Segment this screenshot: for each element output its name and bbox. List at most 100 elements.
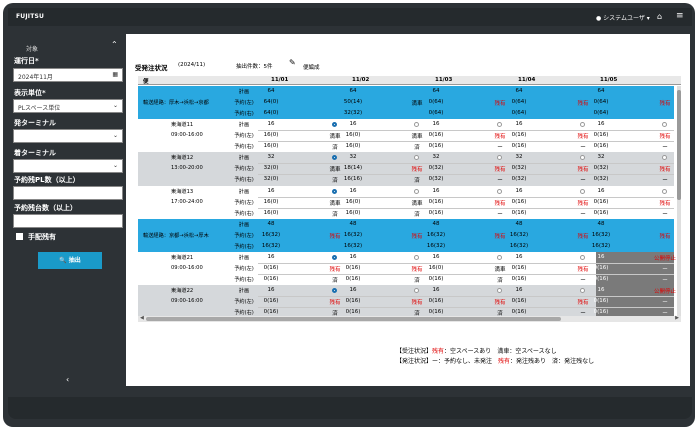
value-cell: 64: [432, 88, 440, 94]
bin-select-radio[interactable]: [662, 155, 667, 160]
value-cell: 32: [267, 154, 275, 160]
vehicle-count-input[interactable]: [13, 214, 123, 228]
status-cell: ー: [662, 178, 668, 184]
scroll-left-icon[interactable]: ◀: [140, 315, 144, 321]
bin-select-radio[interactable]: [332, 155, 337, 160]
horizontal-scrollbar[interactable]: ◀ ▶: [138, 315, 681, 322]
value-cell: 0(16): [345, 265, 361, 271]
arrival-terminal-label: 着ターミナル: [14, 149, 56, 157]
bin-select-radio[interactable]: [332, 189, 337, 194]
bin-select-radio[interactable]: [497, 288, 502, 293]
operation-date-input[interactable]: 2024年11月 ▦: [13, 68, 123, 82]
value-cell: 48: [515, 221, 523, 227]
value-cell: 48: [349, 221, 357, 227]
pl-count-input[interactable]: [13, 186, 123, 200]
row-label: 予約(右): [234, 244, 254, 250]
column-header-date: 11/03: [435, 77, 453, 83]
row-label: 計画: [238, 288, 250, 294]
bin-edit-link[interactable]: 便編成: [303, 65, 320, 71]
status-cell: ー: [662, 300, 668, 306]
bin-select-radio[interactable]: [580, 189, 585, 194]
status-cell: 残有: [659, 201, 671, 207]
status-cell: 残有: [659, 167, 671, 173]
bin-block: 東海道22 09:00-16:00 計画 16 16 16 16 16 公開停止 予約(左) 0(1…: [138, 285, 676, 317]
home-icon[interactable]: ⌂: [657, 12, 663, 21]
bin-select-radio[interactable]: [580, 288, 585, 293]
status-cell: ー: [580, 145, 586, 151]
value-cell: 16(0): [263, 143, 279, 149]
value-cell: 0(16): [593, 265, 609, 271]
user-menu[interactable]: ● システムユーザ ▾: [596, 13, 650, 22]
bin-select-radio[interactable]: [332, 288, 337, 293]
value-cell: 16(0): [345, 210, 361, 216]
bin-select-radio[interactable]: [580, 155, 585, 160]
status-cell: 残有: [329, 234, 341, 240]
pencil-icon[interactable]: ✎: [289, 58, 296, 67]
bin-select-radio[interactable]: [414, 255, 419, 260]
value-cell: 0(16): [511, 298, 527, 304]
row-label: 予約(右): [234, 144, 254, 150]
bin-select-radio[interactable]: [580, 122, 585, 127]
collapse-icon[interactable]: ⌃: [111, 40, 118, 49]
status-cell: 残有: [577, 167, 589, 173]
user-icon: ●: [596, 15, 602, 22]
bin-select-radio[interactable]: [662, 122, 667, 127]
chevron-left-icon[interactable]: ‹: [66, 375, 70, 384]
bin-select-radio[interactable]: [414, 189, 419, 194]
value-cell: 0(64): [511, 99, 527, 105]
value-cell: 0(16): [428, 298, 444, 304]
result-count: 抽出件数：5件: [236, 64, 273, 70]
value-cell: 32(0): [263, 165, 279, 171]
bin-select-radio[interactable]: [497, 122, 502, 127]
status-cell: 残有: [411, 234, 423, 240]
value-cell: 64(0): [263, 99, 279, 105]
main-panel: 受発注状況 (2024/11) 抽出件数：5件 ✎ 便編成 便 11/01 11/…: [126, 34, 690, 386]
status-cell: 残有: [659, 101, 671, 107]
row-divider: [258, 296, 674, 297]
status-cell: ー: [580, 278, 586, 284]
operation-date-label: 運行日*: [14, 57, 39, 65]
status-cell: 済: [497, 311, 503, 317]
value-cell: 0(16): [428, 309, 444, 315]
value-cell: 16(16): [343, 176, 363, 182]
scroll-right-icon[interactable]: ▶: [675, 315, 679, 321]
bin-select-radio[interactable]: [332, 255, 337, 260]
bin-time: 17:00-24:00: [171, 199, 203, 205]
bin-select-radio[interactable]: [332, 122, 337, 127]
bin-select-radio[interactable]: [497, 155, 502, 160]
value-cell: 16: [267, 287, 275, 293]
value-cell: 0(16): [511, 210, 527, 216]
departure-terminal-select[interactable]: ⌄: [13, 129, 123, 143]
status-cell: ー: [580, 212, 586, 218]
bin-select-radio[interactable]: [662, 189, 667, 194]
search-button[interactable]: 🔍 抽出: [38, 252, 102, 269]
value-cell: 0(32): [511, 165, 527, 171]
display-unit-select[interactable]: PLスペース単位 ⌄: [13, 99, 123, 113]
calendar-icon[interactable]: ▦: [112, 71, 118, 78]
bin-select-radio[interactable]: [414, 155, 419, 160]
value-cell: 16: [515, 121, 523, 127]
status-cell: ー: [497, 178, 503, 184]
bin-select-radio[interactable]: [497, 255, 502, 260]
vertical-scrollbar[interactable]: [677, 86, 681, 316]
bin-block: 東海道12 13:00-20:00 計画 32 32 32 32 32 予約(左) 32(0) 満車…: [138, 152, 674, 186]
bin-select-radio[interactable]: [414, 288, 419, 293]
hamburger-menu-icon[interactable]: ≡: [676, 11, 684, 21]
value-cell: 64: [267, 88, 275, 94]
bin-select-radio[interactable]: [580, 255, 585, 260]
value-cell: 16: [267, 188, 275, 194]
value-cell: 0(16): [511, 309, 527, 315]
status-cell: 残有: [659, 134, 671, 140]
status-cell: 公開停止: [653, 256, 676, 262]
column-header-date: 11/02: [352, 77, 370, 83]
value-cell: 0(16): [593, 276, 609, 282]
arrangement-checkbox[interactable]: [16, 233, 23, 240]
top-bar: FUJITSU ● システムユーザ ▾ ⌂ ≡: [8, 8, 692, 26]
bin-select-radio[interactable]: [414, 122, 419, 127]
bin-select-radio[interactable]: [497, 189, 502, 194]
bin-block: 東海道11 09:00-16:00 計画 16 16 16 16 16 予約(左) 16(0) 満車…: [138, 119, 674, 152]
bin-name: 東海道13: [171, 189, 194, 195]
value-cell: 16: [349, 188, 357, 194]
arrival-terminal-select[interactable]: ⌄: [13, 159, 123, 173]
value-cell: 16: [515, 254, 523, 260]
